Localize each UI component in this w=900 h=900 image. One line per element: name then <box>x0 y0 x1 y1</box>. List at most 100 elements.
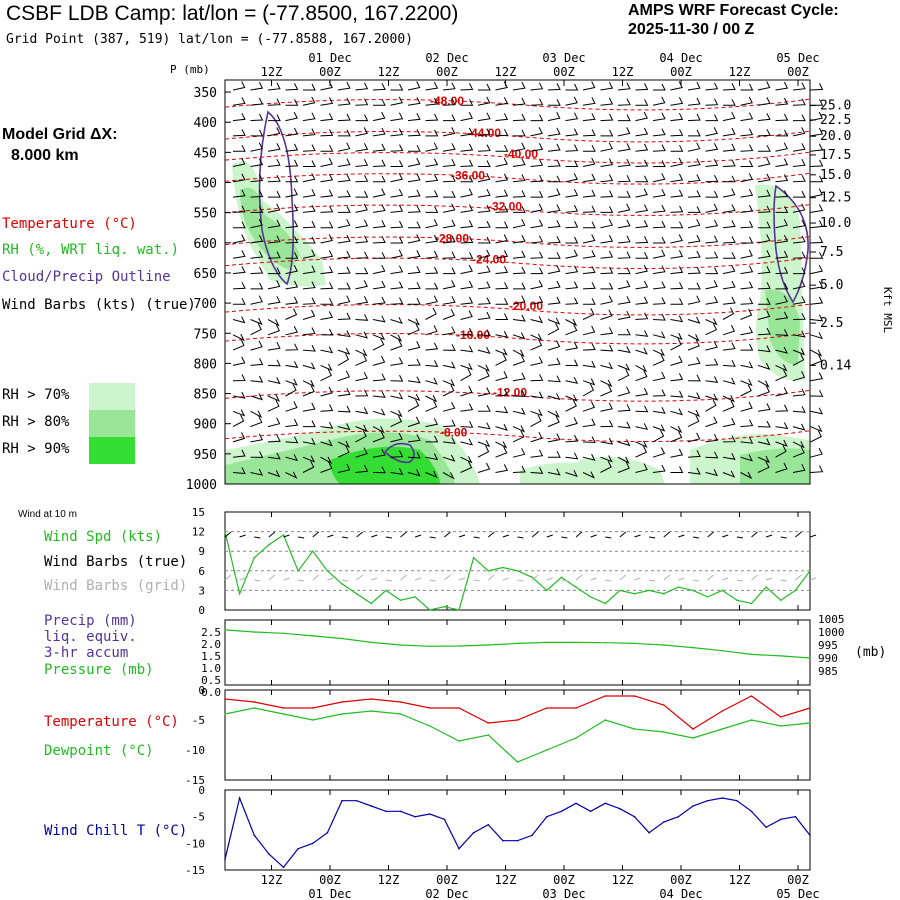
wind-speed-line-point <box>487 570 490 572</box>
wind-barb <box>687 174 701 183</box>
wind-barb <box>687 334 700 342</box>
wind-barb <box>740 297 754 305</box>
wind-barb <box>442 472 455 480</box>
wind-barb <box>512 250 526 259</box>
pressure-line-point <box>341 637 343 640</box>
wind-barb <box>512 465 526 473</box>
wind-barb <box>320 421 334 429</box>
temperature-contour-label: -12.00 <box>493 385 527 399</box>
wind-barb <box>775 206 789 213</box>
wind-speed-line-point <box>385 589 387 592</box>
surface-wind-barb-true <box>341 536 349 539</box>
wind-barb <box>267 235 281 244</box>
temperature-line-point <box>750 695 753 697</box>
wind-barb <box>303 236 316 244</box>
wind-barb <box>652 331 666 339</box>
rh-area-6 <box>330 446 440 484</box>
wind-barb <box>600 385 613 397</box>
wind-barb <box>548 252 561 259</box>
wind-barb <box>635 330 649 337</box>
wind-barb <box>372 204 386 213</box>
wind-barb <box>757 266 771 275</box>
wind-barb <box>775 329 789 336</box>
windchill-line-point <box>560 810 563 813</box>
windchill-line-point <box>341 799 343 802</box>
wind-barb <box>372 236 386 244</box>
wind-barb <box>442 344 456 351</box>
wind-barb <box>460 456 473 464</box>
wind-barb <box>810 465 824 473</box>
wind-barb <box>477 188 491 198</box>
wind-barb <box>775 234 789 244</box>
wind-barb <box>810 430 822 443</box>
wind-barb <box>530 338 543 351</box>
surface-wind-barb-true <box>795 531 802 538</box>
bottom-hour-label: 12Z <box>729 873 751 887</box>
wind-barb <box>495 423 508 431</box>
wind-barb <box>652 424 666 432</box>
wind-barb <box>758 144 771 152</box>
wind-barb <box>600 309 613 320</box>
wind-barb <box>302 385 315 397</box>
windchill-tick-label: -15 <box>185 864 205 877</box>
wind-speed-tick-label: 3 <box>198 584 205 597</box>
wind-barb <box>757 461 770 473</box>
wind-barb <box>547 264 561 275</box>
windchill-line-point <box>326 831 329 834</box>
wind-barb <box>810 280 824 290</box>
wind-barb <box>740 436 754 444</box>
surface-wind-barb-grid <box>312 574 320 581</box>
wind-barb <box>390 160 404 167</box>
windchill-line-point <box>355 799 358 802</box>
pressure-line-point <box>429 645 431 648</box>
pressure-line-point <box>458 645 460 647</box>
wind-barb <box>477 445 490 458</box>
temperature-contour-label: -36.00 <box>451 168 485 182</box>
wind-barb <box>302 309 316 320</box>
wind-speed-line-point <box>253 556 256 559</box>
wind-barb <box>687 190 701 198</box>
wind-barb <box>810 143 824 152</box>
wind-barb <box>285 236 299 244</box>
wind-barb <box>583 144 596 152</box>
wind-barb <box>233 144 246 152</box>
wind-barb <box>617 404 631 412</box>
wind-speed-line-point <box>677 586 680 588</box>
legend-rh70-label: RH > 70% <box>2 387 70 403</box>
surface-wind-barb-true <box>473 536 480 539</box>
wind-barb <box>320 144 334 152</box>
wind-barb <box>442 280 456 290</box>
wind-barb <box>582 157 596 167</box>
wind-barb <box>705 469 719 477</box>
wind-barb <box>267 127 281 137</box>
wind-barb <box>512 349 525 358</box>
wind-barb <box>617 203 631 213</box>
wind-barb <box>705 174 719 183</box>
wind-barb <box>355 354 368 366</box>
wind-barb <box>792 82 806 91</box>
wind-barb <box>582 378 596 386</box>
wind-barb <box>670 189 684 198</box>
wind-barb <box>285 111 298 122</box>
wind-barb <box>530 158 544 167</box>
wind-barb <box>267 319 280 327</box>
wind-barb <box>618 328 631 336</box>
wind-speed-tick-label: 0 <box>198 604 205 617</box>
wind-barb <box>582 343 596 351</box>
windchill-line-point <box>472 831 475 834</box>
temperature-line-point <box>604 695 607 697</box>
wind-barb <box>302 344 316 352</box>
wind-barb <box>635 236 649 244</box>
wind-barb <box>232 97 246 106</box>
temperature-contour-label: -40.00 <box>504 147 538 161</box>
wind-barb <box>355 127 368 137</box>
wind-barb <box>670 332 683 341</box>
wind-barb <box>477 422 491 430</box>
bottom-day-label: 01 Dec <box>308 887 351 900</box>
bottom-day-label: 04 Dec <box>659 887 702 900</box>
wind-barb <box>722 453 736 460</box>
wind-barb <box>722 435 736 443</box>
wind-barb <box>355 296 369 305</box>
wind-barb <box>337 330 351 338</box>
cloud-outline-0 <box>258 110 295 286</box>
